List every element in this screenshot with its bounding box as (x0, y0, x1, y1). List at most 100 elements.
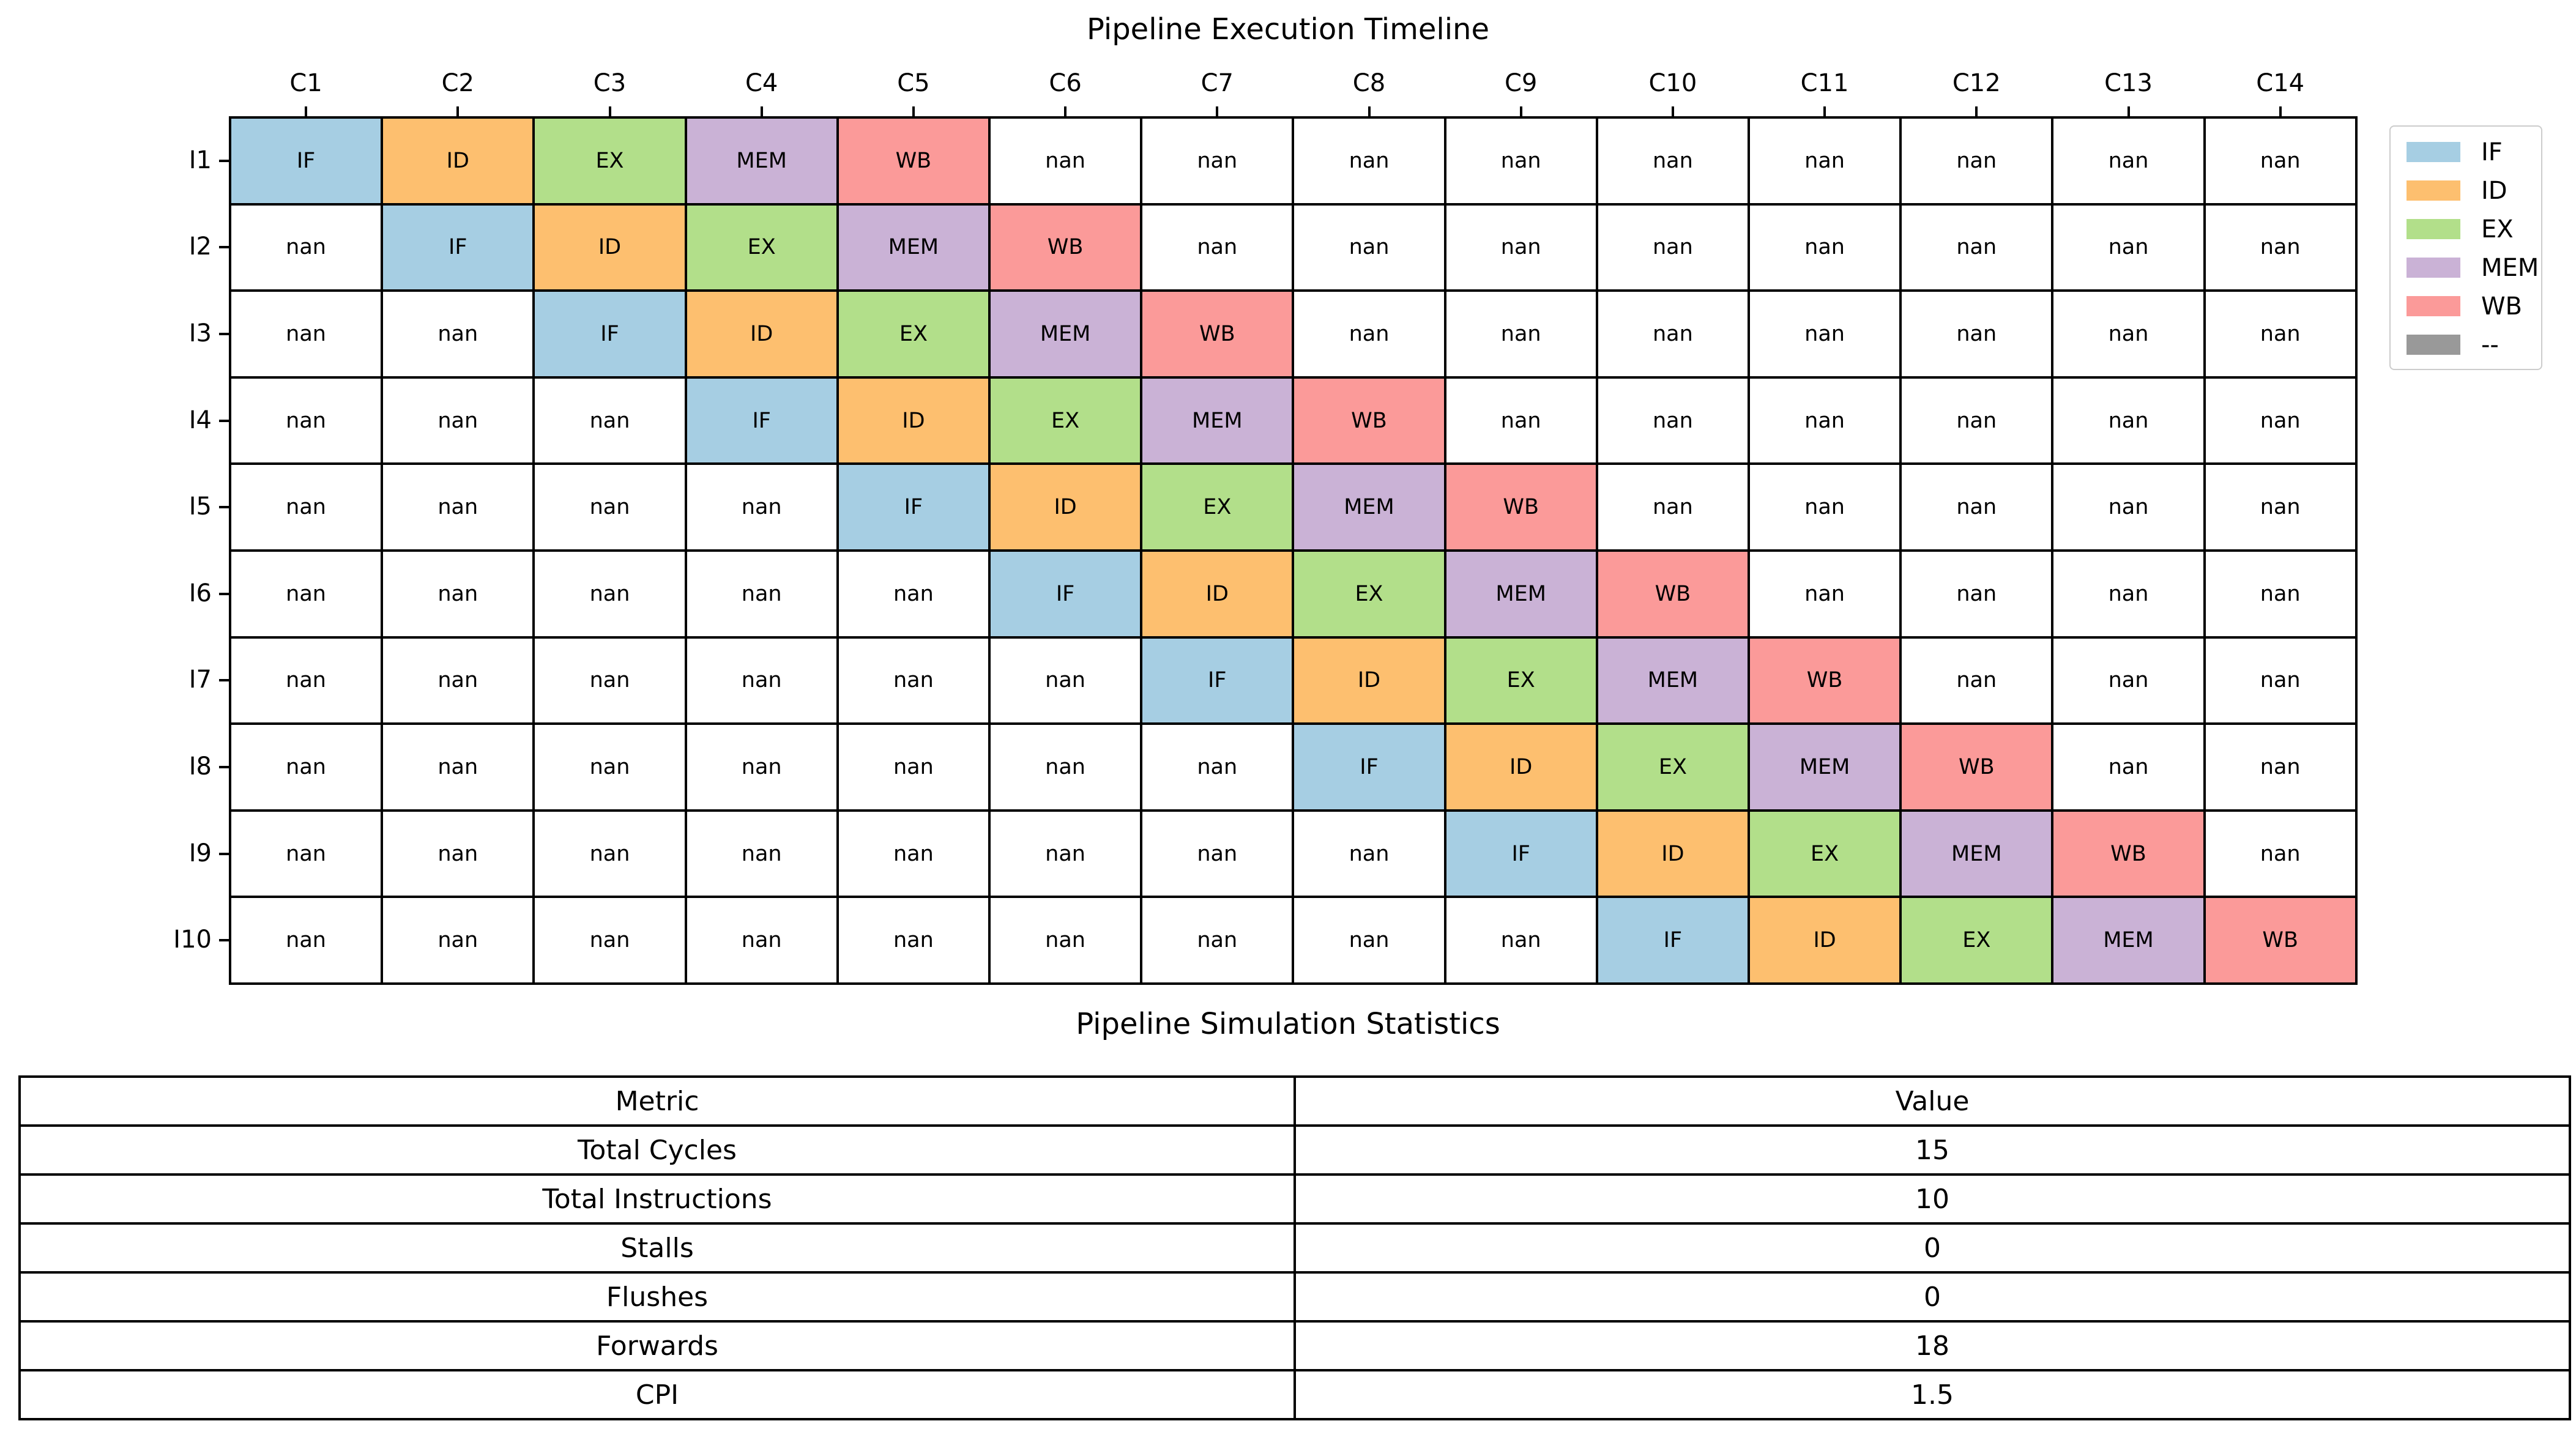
pipeline-cell: nan (1140, 202, 1295, 292)
stats-row: Stalls 0 (18, 1222, 2571, 1274)
pipeline-cell: nan (532, 376, 687, 466)
pipeline-cell: nan (532, 636, 687, 726)
pipeline-cell: ID (1748, 896, 1902, 985)
legend-swatch (2407, 296, 2460, 316)
column-label: C6 (1049, 69, 1082, 97)
column-label: C9 (1504, 69, 1538, 97)
pipeline-cell: ID (532, 202, 687, 292)
row-label: I2 (188, 232, 212, 261)
column-tick (760, 106, 763, 117)
pipeline-cell: nan (684, 636, 839, 726)
column-label: C4 (745, 69, 778, 97)
legend-swatch (2407, 219, 2460, 239)
pipeline-cell: nan (1595, 289, 1750, 379)
pipeline-cell: nan (2203, 116, 2358, 206)
row-label: I9 (188, 839, 212, 867)
column-tick (2279, 106, 2282, 117)
column-tick (1823, 106, 1826, 117)
stats-title: Pipeline Simulation Statistics (1076, 1007, 1500, 1041)
pipeline-cell: nan (381, 722, 535, 812)
pipeline-cell: nan (1292, 809, 1446, 899)
pipeline-cell: nan (684, 809, 839, 899)
column-label: C11 (1800, 69, 1849, 97)
pipeline-cell: nan (1443, 202, 1598, 292)
row-tick (219, 506, 230, 509)
legend-swatch (2407, 142, 2460, 162)
stats-metric-cell: Forwards (18, 1320, 1296, 1371)
column-tick (1368, 106, 1371, 117)
pipeline-cell: EX (1748, 809, 1902, 899)
pipeline-cell: nan (1748, 376, 1902, 466)
pipeline-cell: WB (1140, 289, 1295, 379)
stats-row: Total Instructions 10 (18, 1173, 2571, 1225)
column-label: C14 (2256, 69, 2305, 97)
column-tick (912, 106, 915, 117)
pipeline-cell: nan (1292, 202, 1446, 292)
pipeline-cell: nan (381, 809, 535, 899)
pipeline-cell: nan (1899, 462, 2054, 552)
pipeline-cell: nan (532, 549, 687, 639)
pipeline-cell: nan (381, 376, 535, 466)
pipeline-cell: WB (1899, 722, 2054, 812)
pipeline-cell: ID (381, 116, 535, 206)
timeline-title: Pipeline Execution Timeline (1086, 12, 1489, 46)
legend-label: WB (2481, 292, 2522, 321)
pipeline-cell: IF (1292, 722, 1446, 812)
pipeline-cell: nan (1443, 116, 1598, 206)
pipeline-cell: IF (1443, 809, 1598, 899)
legend-swatch (2407, 258, 2460, 278)
row-tick (219, 159, 230, 162)
pipeline-cell: IF (836, 462, 991, 552)
pipeline-cell: nan (1899, 549, 2054, 639)
stats-table: Metric Value Total Cycles 15 Total Instructi… (18, 1075, 2571, 1420)
column-label: C13 (2104, 69, 2153, 97)
stats-value-cell: 0 (1294, 1222, 2571, 1274)
column-label: C2 (441, 69, 474, 97)
pipeline-cell: nan (381, 462, 535, 552)
pipeline-cell: nan (2051, 462, 2206, 552)
pipeline-cell: MEM (1899, 809, 2054, 899)
legend-swatch (2407, 180, 2460, 201)
pipeline-cell: nan (381, 289, 535, 379)
pipeline-cell: ID (836, 376, 991, 466)
pipeline-cell: nan (1443, 896, 1598, 985)
pipeline-cell: nan (836, 636, 991, 726)
pipeline-cell: EX (1140, 462, 1295, 552)
pipeline-cell: nan (229, 462, 384, 552)
pipeline-cell: nan (684, 896, 839, 985)
pipeline-cell: nan (2203, 376, 2358, 466)
pipeline-cell: nan (229, 376, 384, 466)
pipeline-cell: IF (1140, 636, 1295, 726)
pipeline-cell: nan (1443, 289, 1598, 379)
pipeline-cell: nan (1292, 896, 1446, 985)
pipeline-cell: nan (1748, 116, 1902, 206)
pipeline-cell: nan (2051, 376, 2206, 466)
pipeline-cell: nan (1899, 202, 2054, 292)
pipeline-cell: nan (1899, 376, 2054, 466)
legend-label: -- (2481, 330, 2499, 359)
row-tick (219, 766, 230, 768)
pipeline-cell: EX (1595, 722, 1750, 812)
row-tick (219, 679, 230, 682)
pipeline-cell: nan (1595, 116, 1750, 206)
row-tick (219, 246, 230, 249)
pipeline-cell: nan (684, 722, 839, 812)
pipeline-cell: nan (229, 636, 384, 726)
pipeline-cell: nan (1899, 116, 2054, 206)
pipeline-cell: nan (532, 896, 687, 985)
pipeline-cell: WB (1595, 549, 1750, 639)
pipeline-cell: nan (684, 462, 839, 552)
pipeline-cell: MEM (1595, 636, 1750, 726)
pipeline-cell: nan (836, 722, 991, 812)
pipeline-cell: nan (836, 809, 991, 899)
pipeline-cell: nan (2203, 549, 2358, 639)
stats-value-cell: 0 (1294, 1271, 2571, 1323)
pipeline-cell: nan (988, 722, 1143, 812)
row-label: I8 (188, 752, 212, 781)
pipeline-cell: WB (1443, 462, 1598, 552)
pipeline-cell: nan (381, 896, 535, 985)
pipeline-cell: nan (229, 722, 384, 812)
legend-item: IF (2407, 133, 2541, 171)
pipeline-cell: nan (381, 636, 535, 726)
